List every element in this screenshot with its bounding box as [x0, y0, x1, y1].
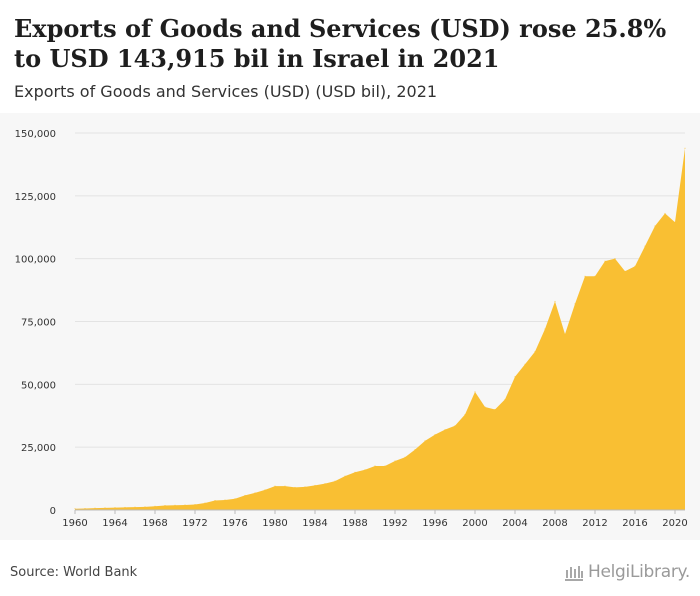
data-point	[184, 504, 186, 506]
data-point	[374, 465, 376, 467]
y-tick-label: 0	[50, 506, 56, 517]
chart-title: Exports of Goods and Services (USD) rose…	[14, 14, 667, 73]
data-point	[394, 460, 396, 462]
data-point	[104, 507, 106, 509]
data-point	[554, 300, 556, 302]
x-tick-label: 1960	[62, 518, 87, 529]
data-point	[274, 485, 276, 487]
library-building-icon	[564, 566, 583, 581]
data-point	[574, 303, 576, 305]
y-tick-label: 75,000	[21, 318, 56, 329]
data-point	[674, 221, 676, 223]
data-point	[294, 486, 296, 488]
data-point	[624, 270, 626, 272]
data-point	[94, 507, 96, 509]
data-point	[314, 484, 316, 486]
x-tick-label: 2004	[502, 518, 527, 529]
data-point	[354, 471, 356, 473]
data-point	[524, 363, 526, 365]
data-point	[124, 506, 126, 508]
data-point	[544, 328, 546, 330]
data-point	[214, 499, 216, 501]
y-tick-label: 150,000	[15, 129, 56, 140]
area-series	[74, 147, 686, 510]
y-tick-label: 25,000	[21, 443, 56, 454]
data-point	[534, 351, 536, 353]
x-tick-label: 1996	[422, 518, 447, 529]
y-tick-label: 100,000	[15, 255, 56, 266]
data-point	[344, 475, 346, 477]
data-point	[164, 504, 166, 506]
data-point	[194, 503, 196, 505]
data-point	[664, 212, 666, 214]
data-point	[84, 507, 86, 509]
data-point	[404, 456, 406, 458]
x-tick-label: 1988	[342, 518, 367, 529]
data-point	[234, 498, 236, 500]
data-point	[634, 265, 636, 267]
x-tick-label: 1968	[142, 518, 167, 529]
x-tick-label: 1964	[102, 518, 127, 529]
data-point	[434, 434, 436, 436]
data-point	[304, 486, 306, 488]
data-point	[494, 408, 496, 410]
data-point	[244, 494, 246, 496]
data-point	[224, 499, 226, 501]
data-point	[464, 413, 466, 415]
x-tick-label: 1980	[262, 518, 287, 529]
data-point	[334, 480, 336, 482]
data-point	[604, 260, 606, 262]
chart-footer: Source: World Bank HelgiLibrary.	[0, 540, 700, 596]
data-point	[484, 406, 486, 408]
x-tick-label: 2008	[542, 518, 567, 529]
x-tick-label: 2000	[462, 518, 487, 529]
data-point	[614, 258, 616, 260]
y-tick-label: 50,000	[21, 380, 56, 391]
gridlines	[75, 132, 685, 448]
data-point	[474, 391, 476, 393]
data-point	[364, 469, 366, 471]
data-point	[154, 505, 156, 507]
data-point	[114, 507, 116, 509]
data-point	[654, 225, 656, 227]
data-point	[504, 398, 506, 400]
x-tick-label: 1984	[302, 518, 327, 529]
data-point	[384, 465, 386, 467]
chart-subtitle: Exports of Goods and Services (USD) (USD…	[14, 82, 438, 101]
data-point	[254, 492, 256, 494]
data-point	[444, 429, 446, 431]
data-point	[144, 506, 146, 508]
data-point	[514, 376, 516, 378]
y-tick-label: 125,000	[15, 192, 56, 203]
export-area	[75, 148, 685, 510]
data-point	[684, 147, 686, 149]
data-point	[414, 449, 416, 451]
logo-text: HelgiLibrary.	[587, 562, 690, 582]
data-point	[424, 440, 426, 442]
data-point	[584, 275, 586, 277]
data-point	[204, 502, 206, 504]
data-point	[134, 506, 136, 508]
data-point	[264, 489, 266, 491]
x-tick-label: 1976	[222, 518, 247, 529]
axes: 0 25,000 50,000 75,000 100,000 125,000 150,000…	[15, 129, 688, 529]
data-point	[564, 333, 566, 335]
data-point	[174, 504, 176, 506]
x-tick-label: 1972	[182, 518, 207, 529]
data-point	[74, 508, 76, 510]
data-point	[594, 275, 596, 277]
data-point	[454, 425, 456, 427]
x-tick-label: 2020	[662, 518, 687, 529]
helgi-library-logo[interactable]: HelgiLibrary.	[564, 560, 690, 584]
x-tick-label: 1992	[382, 518, 407, 529]
x-tick-label: 2016	[622, 518, 647, 529]
data-point	[324, 483, 326, 485]
data-point	[644, 245, 646, 247]
source-note: Source: World Bank	[10, 565, 138, 580]
area-chart: 0 25,000 50,000 75,000 100,000 125,000 150,000…	[15, 129, 688, 529]
x-tick-label: 2012	[582, 518, 607, 529]
data-point	[284, 485, 286, 487]
chart-header: Exports of Goods and Services (USD) rose…	[0, 0, 700, 113]
